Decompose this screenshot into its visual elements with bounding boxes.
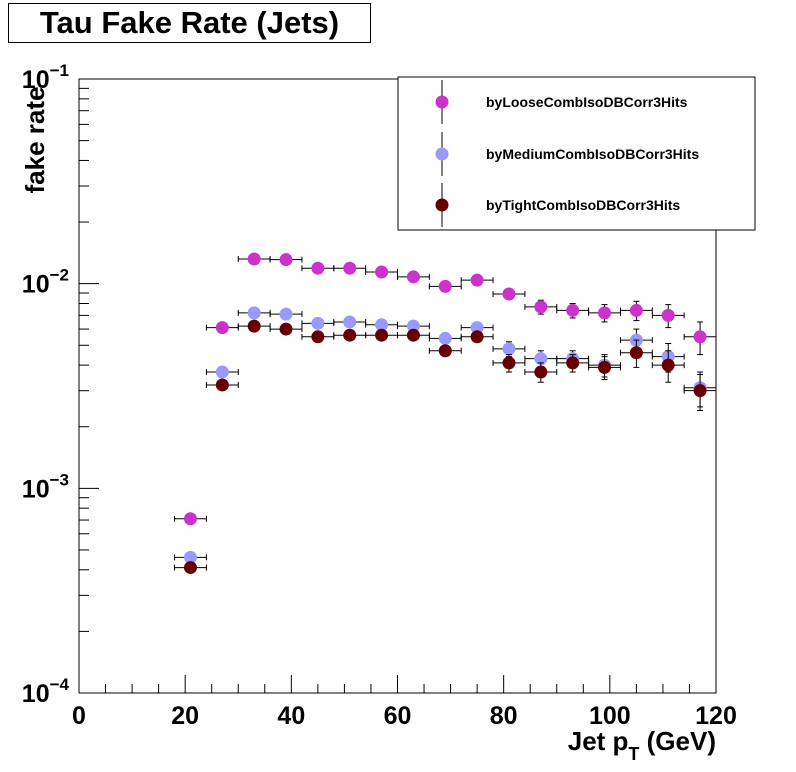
x-tick-label: 60 <box>384 702 412 730</box>
x-tick-label: 80 <box>490 702 518 730</box>
data-point <box>247 306 261 320</box>
x-tick-label: 100 <box>589 702 631 730</box>
data-point <box>470 321 484 335</box>
legend-label: byLooseCombIsoDBCorr3Hits <box>486 94 688 110</box>
x-axis-label-tail: (GeV) <box>639 726 716 756</box>
data-point <box>470 273 484 287</box>
data-point <box>215 378 229 392</box>
data-point <box>629 346 643 360</box>
data-point <box>311 316 325 330</box>
legend-label: byTightCombIsoDBCorr3Hits <box>486 197 680 213</box>
data-point <box>534 300 548 314</box>
y-tick-label: 10−3 <box>22 470 69 503</box>
data-point <box>598 360 612 374</box>
data-point <box>343 261 357 275</box>
data-point <box>279 307 293 321</box>
data-point <box>343 328 357 342</box>
data-point <box>183 550 197 564</box>
y-tick-label: 10−4 <box>22 675 70 708</box>
data-point <box>534 352 548 366</box>
y-tick-exponent: −1 <box>50 61 69 80</box>
data-point <box>183 512 197 526</box>
x-axis-label-sub: T <box>628 744 639 764</box>
legend-marker <box>435 198 449 212</box>
data-point <box>375 328 389 342</box>
data-point <box>502 287 516 301</box>
data-point <box>343 315 357 329</box>
y-axis-label: fake rate <box>20 87 50 194</box>
data-point <box>693 330 707 344</box>
x-axis-label: Jet pT (GeV) <box>568 726 716 764</box>
data-point <box>406 319 420 333</box>
data-point <box>661 308 675 322</box>
legend-box <box>397 76 756 231</box>
data-point <box>629 303 643 317</box>
data-point <box>566 356 580 370</box>
data-point <box>215 365 229 379</box>
data-point <box>279 322 293 336</box>
legend-marker <box>435 147 449 161</box>
data-point <box>661 358 675 372</box>
x-tick-label: 40 <box>277 702 305 730</box>
data-point <box>279 253 293 267</box>
data-point <box>438 331 452 345</box>
data-point <box>502 342 516 356</box>
data-point <box>247 319 261 333</box>
y-tick-base: 10 <box>22 475 50 503</box>
data-point <box>470 330 484 344</box>
legend-label: byMediumCombIsoDBCorr3Hits <box>486 146 699 162</box>
data-point <box>375 265 389 279</box>
x-axis-label-main: Jet p <box>568 726 629 756</box>
data-point <box>311 261 325 275</box>
data-point <box>693 384 707 398</box>
y-tick-base: 10 <box>22 66 50 94</box>
y-tick-label: 10−1 <box>22 61 69 94</box>
x-tick-label: 20 <box>171 702 199 730</box>
data-point <box>215 321 229 335</box>
chart-title: Tau Fake Rate (Jets) <box>8 3 371 43</box>
y-tick-base: 10 <box>22 680 50 708</box>
data-point <box>598 306 612 320</box>
series-1 <box>174 252 717 526</box>
data-point <box>183 561 197 575</box>
y-tick-exponent: −3 <box>50 470 69 489</box>
x-tick-label: 0 <box>72 702 86 730</box>
y-tick-exponent: −4 <box>50 675 70 694</box>
series-3 <box>174 319 717 575</box>
y-tick-exponent: −2 <box>50 266 69 285</box>
data-point <box>534 365 548 379</box>
data-point <box>406 328 420 342</box>
data-point <box>566 303 580 317</box>
x-tick-label: 120 <box>695 702 737 730</box>
y-tick-label: 10−2 <box>22 266 69 299</box>
data-point <box>438 279 452 293</box>
data-point <box>502 356 516 370</box>
data-point <box>375 318 389 332</box>
y-tick-base: 10 <box>22 271 50 299</box>
data-point <box>311 330 325 344</box>
data-point <box>438 344 452 358</box>
data-point <box>247 252 261 266</box>
legend-marker <box>435 95 449 109</box>
data-point <box>406 270 420 284</box>
